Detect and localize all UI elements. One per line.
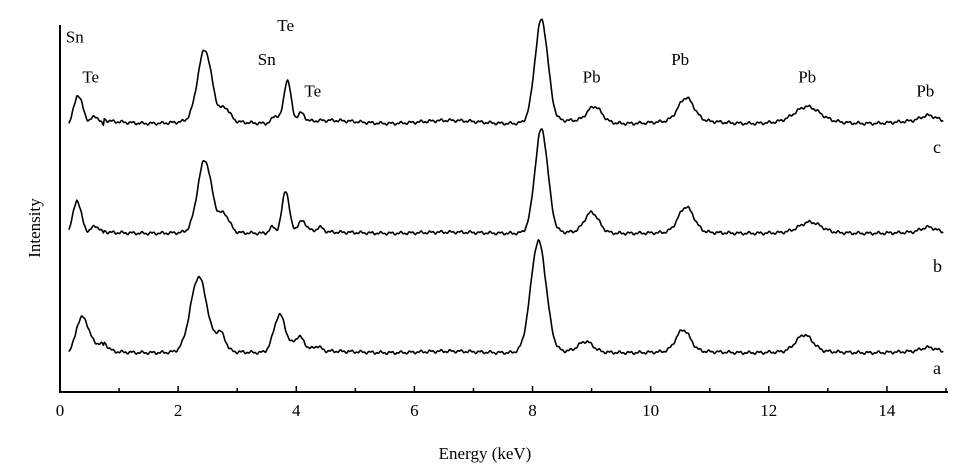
x-tick-label: 14	[878, 401, 896, 420]
spectra-group	[68, 18, 944, 356]
peak-label: Te	[82, 68, 99, 87]
peak-label: Pb	[671, 50, 689, 69]
x-tick-label: 2	[174, 401, 183, 420]
x-tick-label: 0	[56, 401, 65, 420]
x-tick-label: 10	[642, 401, 659, 420]
peak-label: Sn	[66, 27, 84, 46]
peak-label: Sn	[258, 50, 276, 69]
series-label-c: c	[933, 137, 941, 157]
spectrum-b	[68, 128, 944, 236]
y-axis-title: Intensity	[25, 198, 44, 258]
peak-label: Te	[277, 16, 294, 35]
x-tick-label: 8	[528, 401, 537, 420]
peak-label: Pb	[583, 68, 601, 87]
x-tick-label: 4	[292, 401, 301, 420]
peak-label: Pb	[798, 68, 816, 87]
series-labels: c b a	[933, 137, 942, 378]
x-tick-label: 12	[760, 401, 777, 420]
x-tick-label: 6	[410, 401, 419, 420]
peak-label: Pb	[916, 82, 934, 101]
x-ticks: 0 2 4 6 8 10 12 14	[56, 386, 947, 420]
spectrum-a	[68, 239, 944, 356]
peak-label: Te	[304, 82, 321, 101]
spectrum-c	[68, 18, 944, 127]
peak-labels: SnTePbSnTeTePbPbPbPb	[66, 16, 935, 101]
series-label-b: b	[933, 256, 942, 276]
series-label-a: a	[933, 358, 941, 378]
x-axis-title: Energy (keV)	[439, 444, 532, 463]
